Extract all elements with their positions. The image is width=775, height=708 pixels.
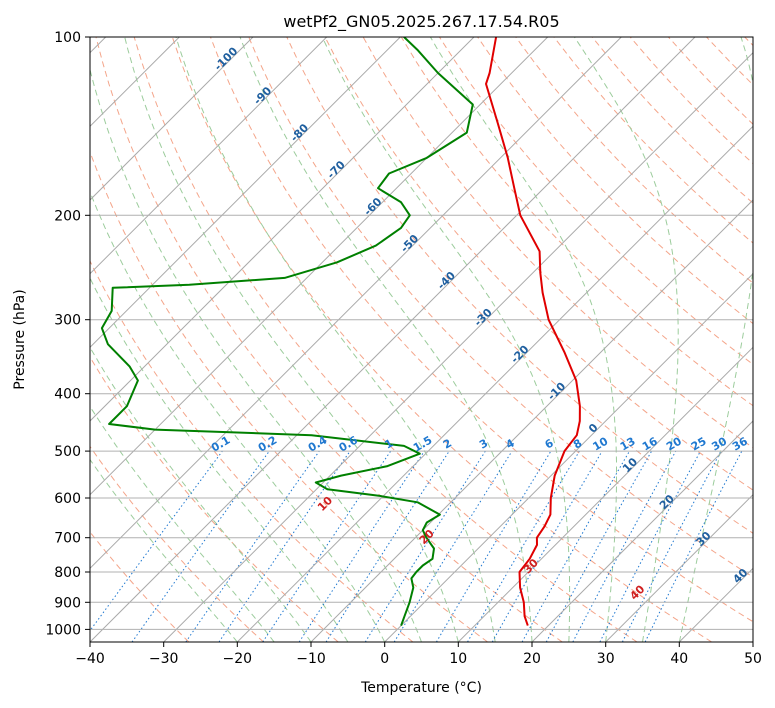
mixing-ratio-line	[90, 450, 223, 632]
plot-frame	[89, 36, 754, 643]
dry-adiabats	[90, 37, 753, 642]
mixing-ratio-line	[298, 450, 425, 642]
y-tick-label: 800	[54, 565, 81, 581]
profile-series	[100, 37, 581, 626]
isotherms	[90, 37, 753, 642]
isotherm-line	[605, 493, 753, 642]
dry-adiabat	[95, 37, 563, 642]
dry-adiabat	[90, 356, 339, 642]
x-tick-label: −30	[149, 651, 179, 667]
moist-adiabat	[90, 276, 349, 642]
temperature-profile	[485, 37, 581, 626]
moist-adiabat	[90, 458, 238, 642]
isotherm-line	[236, 125, 753, 642]
dry-adiabat	[90, 259, 414, 642]
y-tick-label: 300	[54, 313, 81, 329]
dry-adiabat	[90, 445, 264, 642]
dry-adiabat	[210, 37, 753, 623]
isotherm-line	[90, 37, 549, 496]
dewpoint-profile	[100, 37, 474, 626]
y-tick-label: 900	[54, 595, 81, 611]
isotherm-line	[457, 346, 753, 642]
isotherm-line	[90, 37, 401, 349]
mixing-ratio-line	[393, 450, 513, 642]
y-tick-label: 400	[54, 387, 81, 403]
moist-adiabat	[321, 37, 571, 642]
dry-adiabat	[171, 37, 712, 642]
isotherm-line	[531, 420, 753, 642]
isotherm-line	[384, 272, 753, 642]
x-tick-label: 10	[449, 651, 467, 667]
x-tick-label: 30	[597, 651, 615, 667]
x-tick-label: 40	[670, 651, 688, 667]
mixing-ratio-line	[325, 450, 450, 642]
moist-adiabat	[573, 37, 679, 642]
y-tick-label: 200	[54, 208, 81, 224]
plot-background	[90, 37, 753, 642]
moist-adiabat	[678, 37, 753, 642]
moist-adiabat	[239, 37, 533, 642]
isotherm-line	[163, 51, 753, 642]
y-axis-label: Pressure (hPa)	[12, 289, 28, 389]
isotherm-line	[90, 37, 622, 570]
y-tick-label: 700	[54, 531, 81, 547]
moist-adiabat	[429, 37, 617, 642]
moist-adiabat	[90, 190, 386, 642]
dry-adiabat	[286, 37, 753, 534]
mixing-ratio-line	[572, 450, 677, 642]
moist-adiabat	[90, 67, 422, 642]
mixing-ratio-line	[185, 450, 320, 642]
y-tick-label: 100	[54, 30, 81, 46]
dry-adiabat	[324, 37, 753, 491]
moist-adiabat	[175, 37, 496, 642]
isotherm-line	[310, 199, 753, 642]
x-axis-label: Temperature (°C)	[360, 680, 482, 696]
x-tick-label: −40	[75, 651, 105, 667]
x-tick-label: −10	[296, 651, 326, 667]
pressure-gridlines	[90, 37, 753, 630]
x-tick-label: −20	[223, 651, 253, 667]
x-tick-label: 20	[523, 651, 541, 667]
isotherm-line	[90, 37, 254, 201]
x-tick-label: 50	[744, 651, 762, 667]
mixing-ratio-line	[521, 450, 630, 642]
dry-adiabat	[248, 37, 753, 578]
mixing-ratio-line	[131, 450, 270, 642]
axes: −40 −30 −20 −10 0 10 20 30 40 50 1000 900 800 700 600 5…	[45, 30, 762, 667]
mixing-ratio-line	[545, 450, 653, 642]
y-tick-label: 600	[54, 491, 81, 507]
x-tick-label: 0	[380, 651, 389, 667]
mixing-ratio-line	[644, 450, 743, 642]
mixing-ratio-line	[218, 450, 351, 642]
isotherm-line	[90, 37, 328, 275]
isotherm-line	[90, 37, 696, 642]
dry-adiabat	[515, 37, 753, 284]
y-tick-label: 1000	[45, 622, 81, 638]
moist-adiabat	[124, 37, 459, 642]
y-tick-label: 500	[54, 444, 81, 460]
mixing-ratio-lines	[90, 450, 743, 642]
isotherm-line	[90, 37, 475, 422]
chart-title: wetPf2_GN05.2025.267.17.54.R05	[283, 12, 559, 32]
